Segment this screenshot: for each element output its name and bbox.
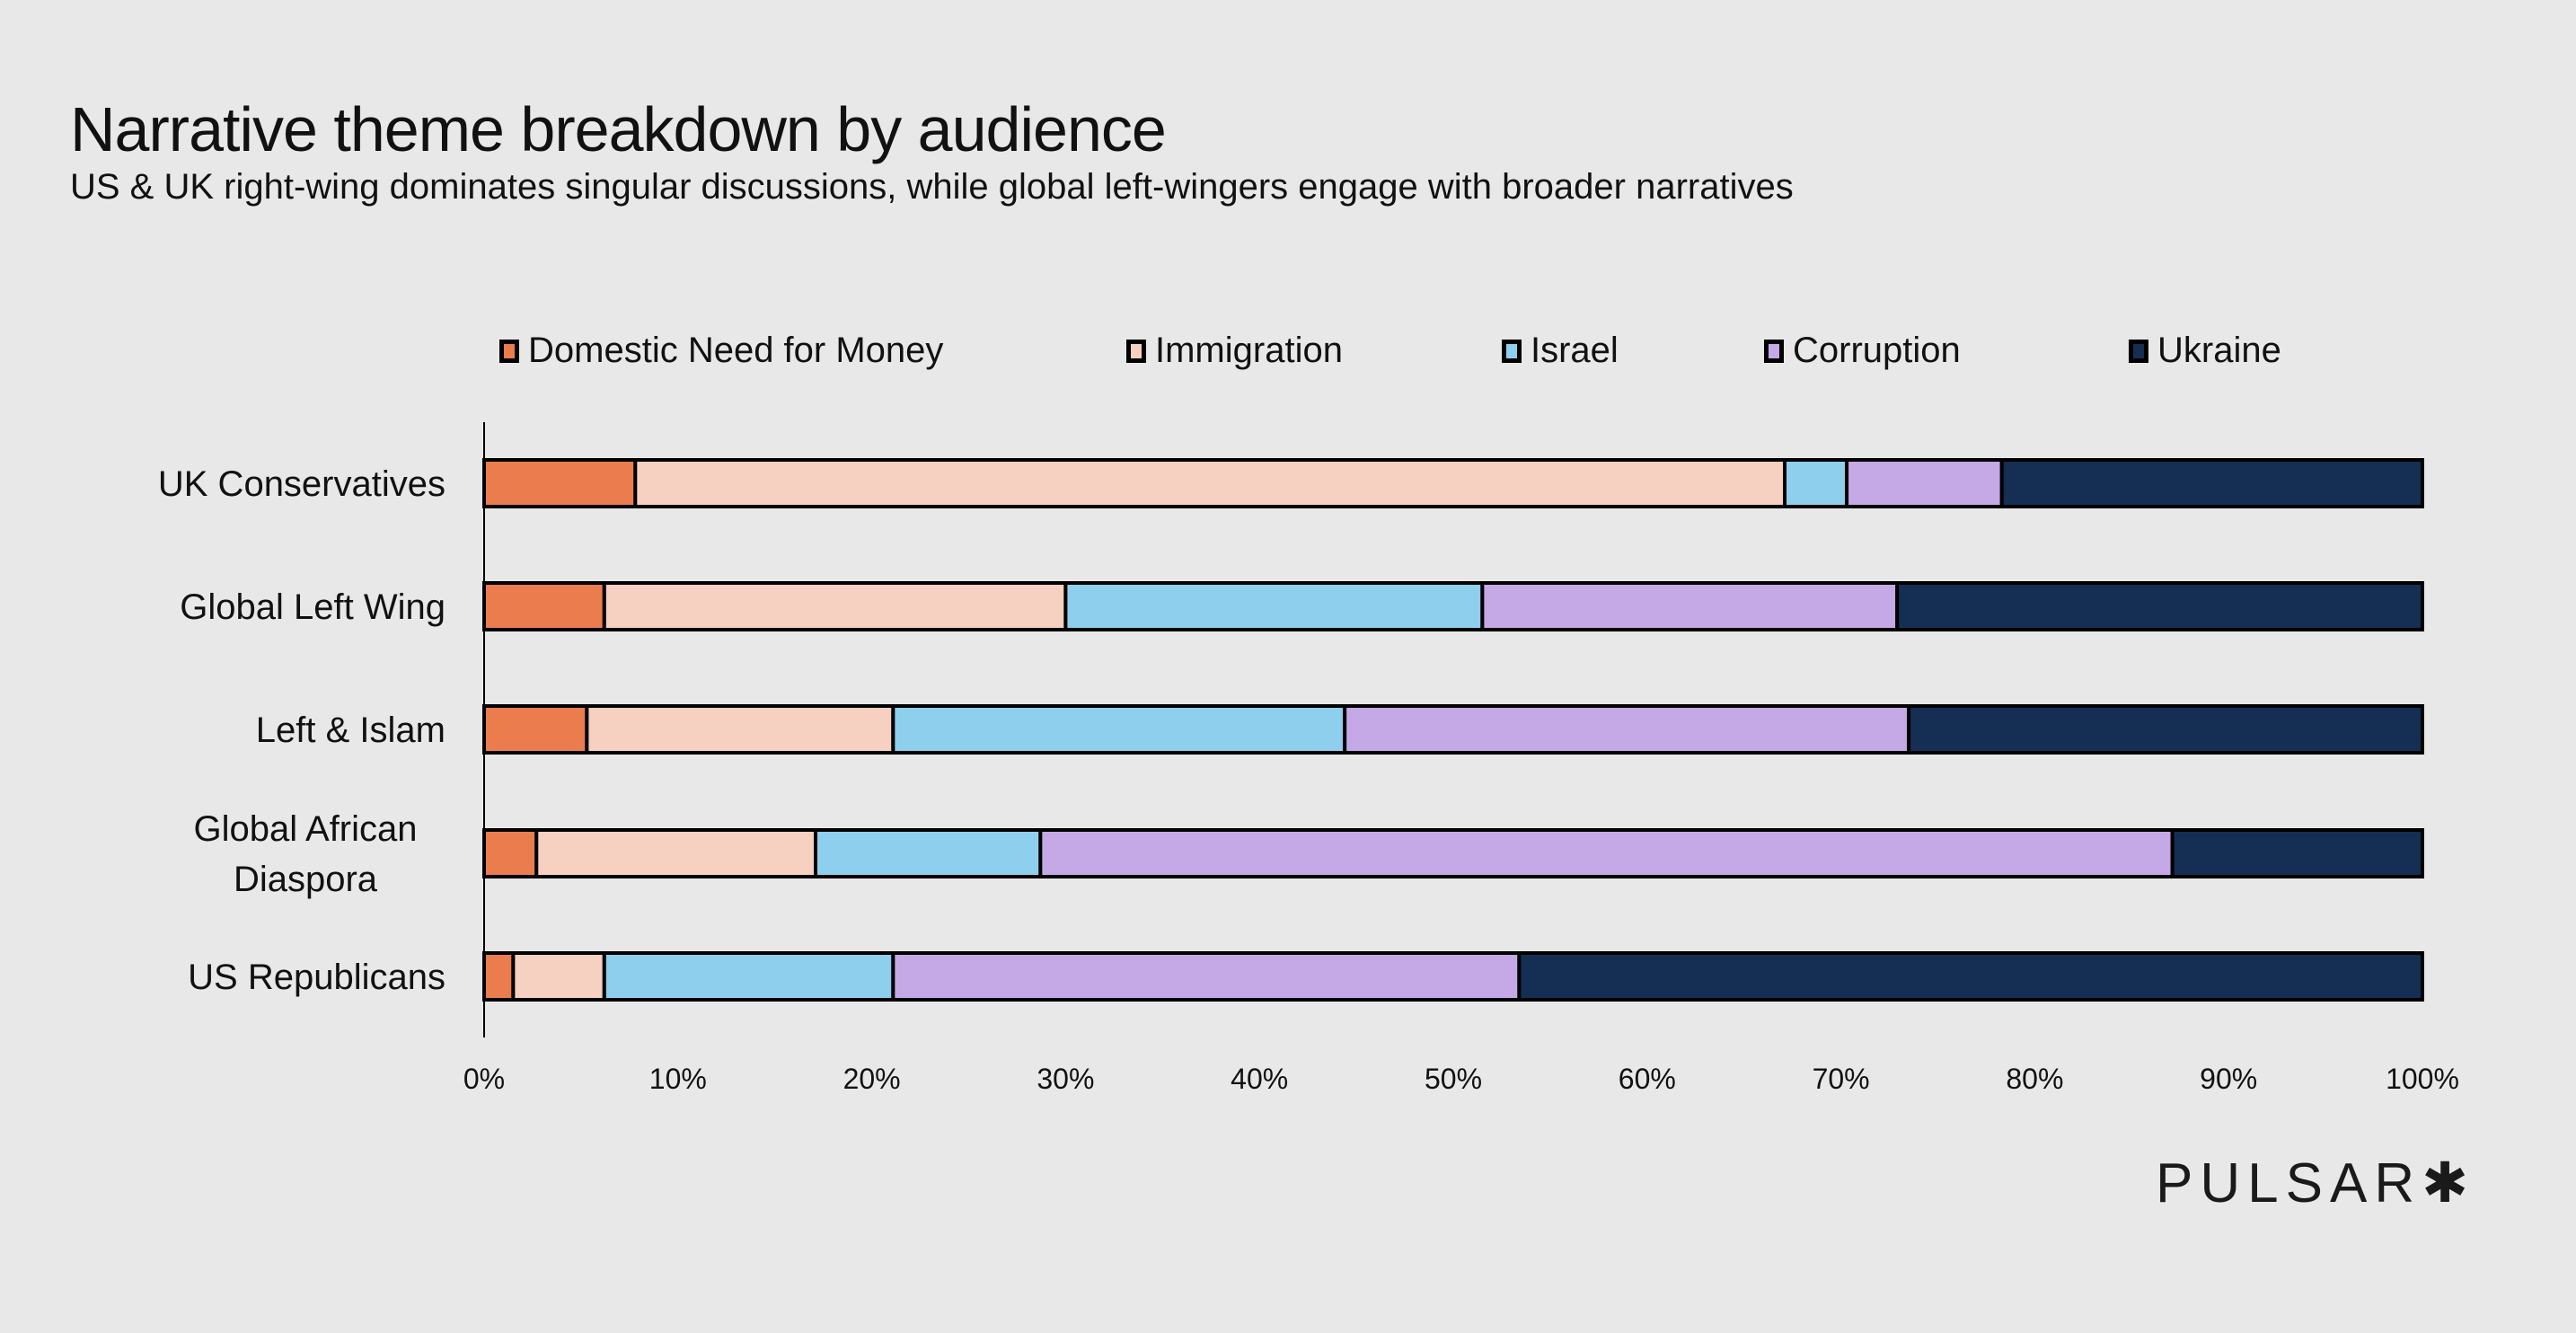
x-tick-label: 80% — [2006, 1063, 2063, 1095]
x-tick-label: 50% — [1425, 1063, 1482, 1095]
category-label: Diaspora — [234, 860, 378, 899]
legend-label: Immigration — [1155, 331, 1343, 370]
legend-swatch — [1502, 339, 1522, 363]
legend-item: Corruption — [1764, 331, 1961, 371]
bar-segment — [1063, 581, 1485, 631]
bar-segment — [534, 828, 818, 878]
x-tick-label: 0% — [463, 1063, 505, 1095]
bar-segment — [1999, 458, 2425, 508]
bar-segment — [1907, 704, 2424, 755]
category-label: Global African — [193, 809, 417, 849]
legend-swatch — [1764, 339, 1784, 363]
x-tick-label: 60% — [1619, 1063, 1676, 1095]
bar-segment — [1517, 951, 2424, 1002]
bar-segment — [814, 828, 1043, 878]
category-label: UK Conservatives — [158, 464, 446, 504]
bar-segment — [891, 951, 1522, 1002]
bar-segment — [602, 951, 895, 1002]
bar-segment — [482, 458, 638, 508]
bar-segment — [602, 581, 1068, 631]
bar-segment — [482, 828, 539, 878]
x-tick-label: 40% — [1231, 1063, 1288, 1095]
legend-item: Israel — [1502, 331, 1619, 371]
bar-segment — [1480, 581, 1900, 631]
category-label: US Republicans — [188, 958, 446, 997]
bar-segment — [2170, 828, 2424, 878]
x-tick-label: 90% — [2200, 1063, 2257, 1095]
bar-segment — [511, 951, 606, 1002]
category-label: Left & Islam — [256, 711, 446, 750]
pulsar-logo: PULSAR✱ — [2156, 1152, 2476, 1214]
legend-swatch — [2129, 339, 2148, 363]
x-tick-label: 30% — [1037, 1063, 1094, 1095]
bar-segment — [1845, 458, 2004, 508]
bar-segment — [1783, 458, 1849, 508]
legend-label: Corruption — [1793, 331, 1961, 370]
bar-segment — [891, 704, 1347, 755]
legend-item: Ukraine — [2129, 331, 2281, 371]
legend: Domestic Need for Money Immigration Isra… — [0, 331, 2576, 384]
legend-swatch — [1126, 339, 1146, 363]
legend-item: Domestic Need for Money — [499, 331, 943, 371]
bar-segment — [482, 581, 606, 631]
chart-subtitle: US & UK right-wing dominates singular di… — [70, 167, 1794, 207]
x-tick-label: 100% — [2386, 1063, 2459, 1095]
bar-segment — [585, 704, 895, 755]
bar-segment — [1343, 704, 1911, 755]
bar-segment — [1895, 581, 2424, 631]
bar-segment — [482, 951, 516, 1002]
x-tick-label: 20% — [843, 1063, 901, 1095]
bar-segment — [633, 458, 1787, 508]
legend-label: Domestic Need for Money — [528, 331, 944, 370]
legend-item: Immigration — [1126, 331, 1343, 371]
category-label: Global Left Wing — [180, 587, 446, 627]
legend-label: Ukraine — [2157, 331, 2281, 370]
bar-segment — [482, 704, 589, 755]
x-tick-label: 10% — [649, 1063, 707, 1095]
legend-swatch — [499, 339, 519, 363]
bar-segment — [1038, 828, 2175, 878]
chart-title: Narrative theme breakdown by audience — [70, 94, 1167, 164]
x-tick-label: 70% — [1813, 1063, 1870, 1095]
legend-label: Israel — [1531, 331, 1619, 370]
